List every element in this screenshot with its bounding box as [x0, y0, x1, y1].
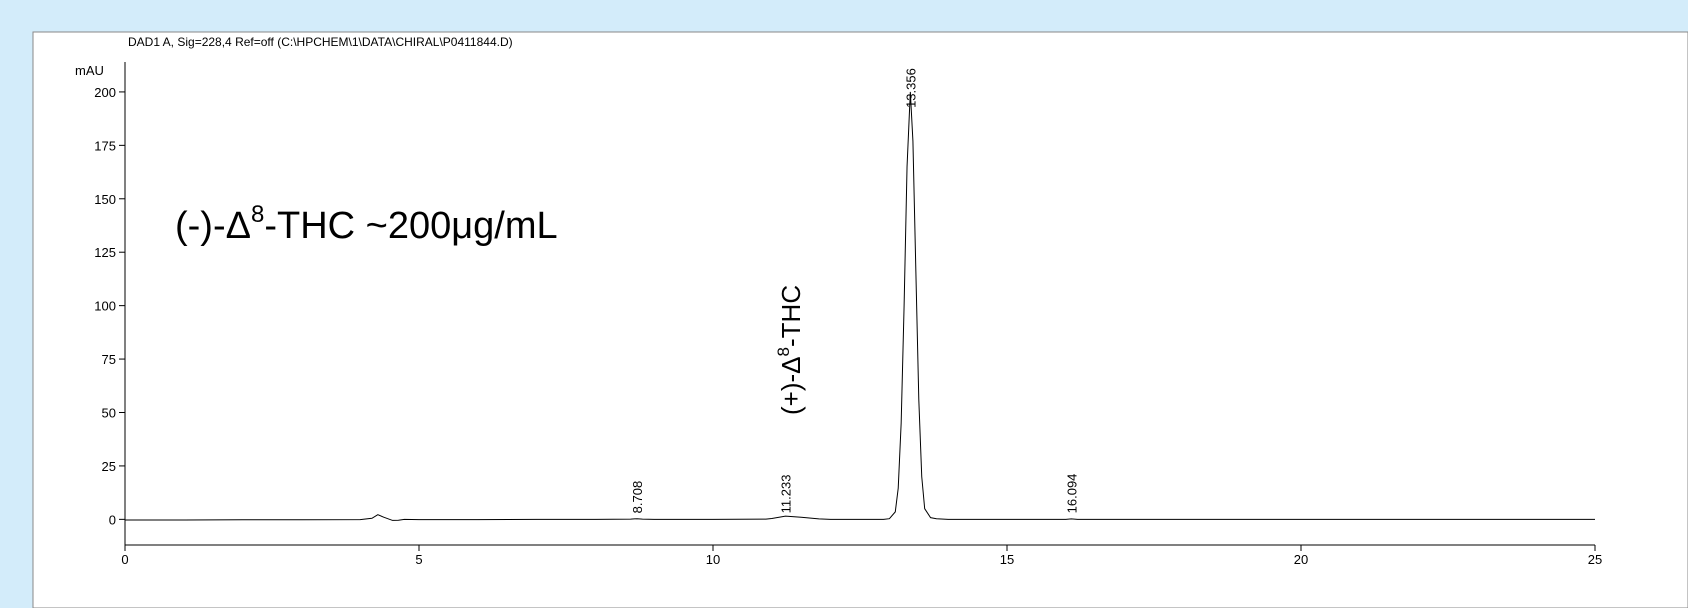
y-tick-label: 200	[94, 85, 116, 100]
peak-label: 16.094	[1064, 474, 1079, 514]
peak-label: 13.356	[903, 68, 918, 108]
y-tick-label: 100	[94, 299, 116, 314]
trace	[125, 91, 1595, 521]
peak-label: 8.708	[630, 481, 645, 514]
y-axis-label: mAU	[75, 63, 104, 78]
y-tick-label: 75	[102, 352, 116, 367]
x-tick-label: 15	[1000, 552, 1014, 567]
x-tick-label: 10	[706, 552, 720, 567]
x-tick-label: 20	[1294, 552, 1308, 567]
plot-panel	[32, 31, 1688, 608]
x-tick-label: 5	[415, 552, 422, 567]
y-tick-label: 50	[102, 405, 116, 420]
peak-annotation: (+)-Δ8-THC	[774, 285, 806, 415]
chart-title: DAD1 A, Sig=228,4 Ref=off (C:\HPCHEM\1\D…	[128, 35, 513, 49]
y-tick-label: 25	[102, 459, 116, 474]
x-tick-label: 25	[1588, 552, 1602, 567]
annotation: (-)-Δ8-THC ~200μg/mL	[175, 201, 558, 247]
x-tick-label: 0	[121, 552, 128, 567]
y-tick-label: 150	[94, 192, 116, 207]
peak-label: 11.233	[779, 475, 794, 514]
y-tick-label: 0	[109, 512, 116, 527]
y-tick-label: 175	[94, 138, 116, 153]
y-tick-label: 125	[94, 245, 116, 260]
